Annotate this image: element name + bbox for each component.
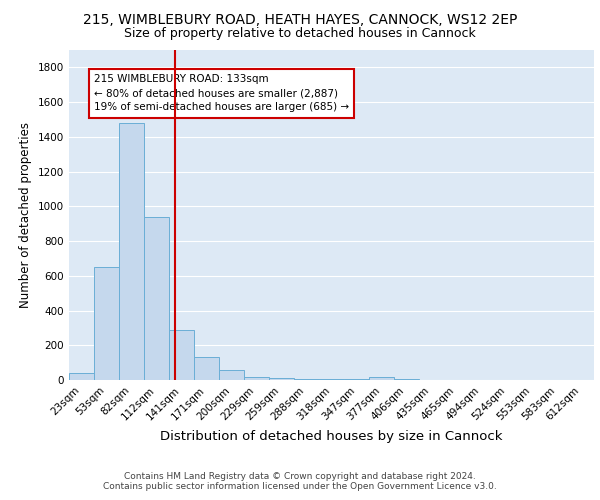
Bar: [94, 267, 119, 380]
Bar: [269, 378, 294, 380]
Bar: [69, 373, 94, 380]
Bar: [394, 379, 419, 380]
Text: Contains HM Land Registry data © Crown copyright and database right 2024.: Contains HM Land Registry data © Crown c…: [124, 472, 476, 481]
Bar: [219, 370, 244, 380]
Y-axis label: Number of detached properties: Number of detached properties: [19, 122, 32, 308]
Bar: [144, 216, 169, 380]
Bar: [194, 358, 219, 380]
Bar: [369, 378, 394, 380]
Bar: [119, 123, 144, 380]
Bar: [244, 376, 269, 380]
Bar: [294, 379, 319, 380]
Text: 215 WIMBLEBURY ROAD: 133sqm
← 80% of detached houses are smaller (2,887)
19% of : 215 WIMBLEBURY ROAD: 133sqm ← 80% of det…: [94, 74, 349, 112]
Text: 215, WIMBLEBURY ROAD, HEATH HAYES, CANNOCK, WS12 2EP: 215, WIMBLEBURY ROAD, HEATH HAYES, CANNO…: [83, 12, 517, 26]
X-axis label: Distribution of detached houses by size in Cannock: Distribution of detached houses by size …: [160, 430, 503, 443]
Bar: [319, 379, 344, 380]
Text: Size of property relative to detached houses in Cannock: Size of property relative to detached ho…: [124, 28, 476, 40]
Bar: [169, 330, 194, 380]
Text: Contains public sector information licensed under the Open Government Licence v3: Contains public sector information licen…: [103, 482, 497, 491]
Bar: [344, 379, 369, 380]
